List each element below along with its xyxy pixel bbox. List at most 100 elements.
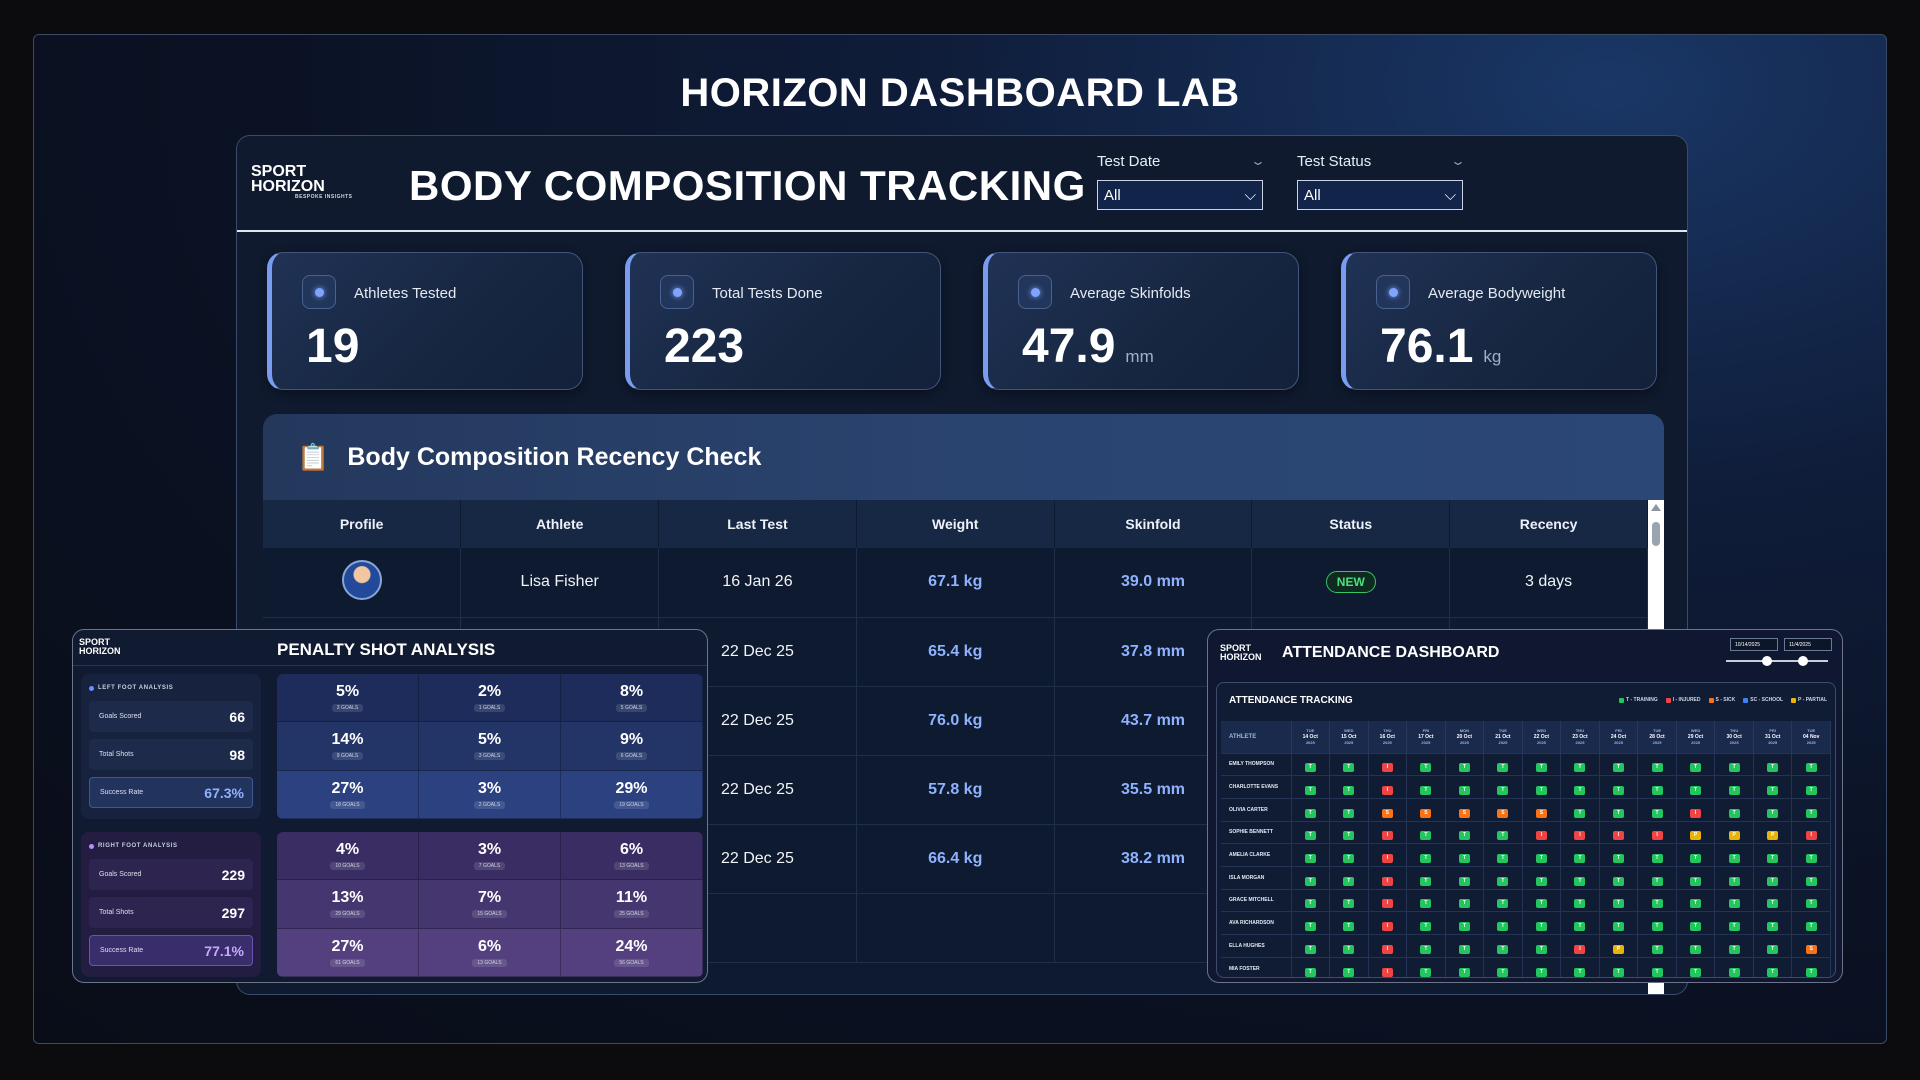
attendance-title: ATTENDANCE DASHBOARD [1282,644,1500,661]
zone-percent: 13% [331,889,364,907]
zone-goals: 56 GOALS [614,958,649,967]
zone-goals: 2 GOALS [473,800,506,809]
attendance-status-badge: I [1535,831,1547,841]
zone-percent: 3% [477,779,502,797]
attendance-cell: T [1445,775,1485,799]
date-range-slider[interactable] [1726,656,1828,666]
attendance-row: AVA RICHARDSON T T I T T T T T T T T T T T [1221,911,1831,935]
attendance-status-badge: T [1651,876,1663,886]
attendance-cell: I [1368,956,1408,977]
zone-percent: 24% [615,937,648,955]
attendance-cell: S [1791,934,1831,958]
attendance-status-badge: S [1458,808,1470,818]
card-header: SPORT HORIZON BESPOKE INSIGHTS BODY COMPO… [237,136,1687,232]
attendance-cell: T [1714,911,1754,935]
date-column-header: TUE 21 Oct 2025 [1483,721,1523,753]
test-status-select[interactable]: All ⌵ [1297,180,1463,210]
attendance-cell: T [1291,865,1331,890]
attendance-status-badge: T [1420,944,1432,954]
attendance-cell: T [1483,911,1523,935]
chevron-down-icon[interactable]: ⌄ [1249,154,1267,168]
attendance-cell: T [1714,888,1754,912]
attendance-cell: T [1637,797,1677,822]
attendance-cell: T [1483,934,1523,958]
attendance-cell: T [1599,797,1639,822]
column-header[interactable]: Last Test [658,500,857,548]
goal-zone-cell: 6% 13 GOALS [419,928,561,977]
attendance-cell: T [1483,775,1523,799]
dashboard-stage: HORIZON DASHBOARD LAB SPORT HORIZON BESPO… [33,34,1887,1044]
attendance-status-badge: T [1574,854,1586,864]
attendance-status-badge: T [1805,763,1817,773]
zone-goals: 6 GOALS [615,752,648,761]
goal-zone-cell: 14% 9 GOALS [277,722,419,771]
zone-goals: 3 GOALS [473,752,506,761]
column-header[interactable]: Athlete [460,500,660,548]
attendance-cell: T [1291,956,1331,977]
attendance-status-badge: T [1458,786,1470,796]
attendance-cell: T [1406,820,1446,844]
attendance-cell: T [1329,797,1369,822]
chevron-down-icon: ⌵ [1444,186,1456,204]
table-row[interactable]: Lisa Fisher 16 Jan 26 67.1 kg 39.0 mm NEW 3 d… [263,548,1648,618]
kpi-average-skinfolds: Average Skinfolds 47.9 mm [983,252,1299,390]
attendance-cell: I [1791,820,1831,844]
attendance-cell: T [1445,820,1485,844]
chevron-down-icon[interactable]: ⌄ [1449,154,1467,168]
legend-item: T - TRAINING [1619,697,1658,703]
attendance-cell: S [1368,797,1408,822]
zone-percent: 27% [331,779,364,797]
attendance-status-badge: I [1381,854,1393,864]
test-status-filter[interactable]: Test Status ⌄ All ⌵ [1297,148,1467,210]
legend-swatch-icon [1743,697,1749,703]
kpi-dot-icon [1376,275,1410,309]
attendance-row: OLIVIA CARTER T T S S S S S T T T I T T T [1221,797,1831,822]
attendance-status-badge: T [1343,922,1355,932]
kpi-dot-icon [1018,275,1052,309]
attendance-cell: T [1676,934,1716,958]
attendance-cell: T [1445,888,1485,912]
test-date-select[interactable]: All ⌵ [1097,180,1263,210]
attendance-cell: T [1753,775,1793,799]
goal-zone-cell: 27% 61 GOALS [277,928,419,977]
date-column-header: WED 15 Oct 2025 [1329,721,1369,753]
zone-percent: 9% [619,731,644,749]
column-header[interactable]: Skinfold [1054,500,1253,548]
attendance-status-badge: T [1497,786,1509,796]
attendance-cell: T [1714,775,1754,799]
zone-goals: 7 GOALS [473,862,506,871]
attendance-status-badge: T [1728,899,1740,909]
column-header[interactable]: Profile [263,500,462,548]
scroll-up-icon [1651,504,1661,511]
test-date-filter[interactable]: Test Date ⌄ All ⌵ [1097,148,1267,210]
column-header[interactable]: Status [1251,500,1451,548]
date-to-input[interactable]: 11/4/2025 [1784,638,1832,651]
attendance-cell: T [1599,888,1639,912]
attendance-cell: T [1676,865,1716,890]
attendance-status-badge: T [1805,808,1817,818]
zone-percent: 3% [477,841,502,859]
attendance-status-badge: T [1458,944,1470,954]
date-from-input[interactable]: 10/14/2025 [1730,638,1778,651]
attendance-status-badge: T [1651,854,1663,864]
goal-zone-cell: 29% 19 GOALS [561,770,703,819]
zone-percent: 5% [335,683,360,701]
attendance-cell: T [1522,865,1562,890]
goal-zone-cell: 24% 56 GOALS [561,928,703,977]
column-header[interactable]: Recency [1449,500,1648,548]
attendance-cell: T [1329,843,1369,867]
zone-goals: 5 GOALS [615,704,648,713]
attendance-status-badge: P [1728,831,1740,841]
attendance-status-badge: T [1574,763,1586,773]
zone-percent: 2% [477,683,502,701]
stat-row: Success Rate 67.3% [89,777,253,808]
attendance-cell: T [1599,775,1639,799]
attendance-panel: SPORT HORIZON ATTENDANCE DASHBOARD 10/14/… [1207,629,1843,983]
date-column-header: FRI 24 Oct 2025 [1599,721,1639,753]
attendance-cell: T [1676,888,1716,912]
column-header[interactable]: Weight [856,500,1055,548]
attendance-status-badge: T [1690,899,1702,909]
attendance-cell: T [1560,911,1600,935]
zone-percent: 14% [331,731,364,749]
kpi-dot-icon [302,275,336,309]
